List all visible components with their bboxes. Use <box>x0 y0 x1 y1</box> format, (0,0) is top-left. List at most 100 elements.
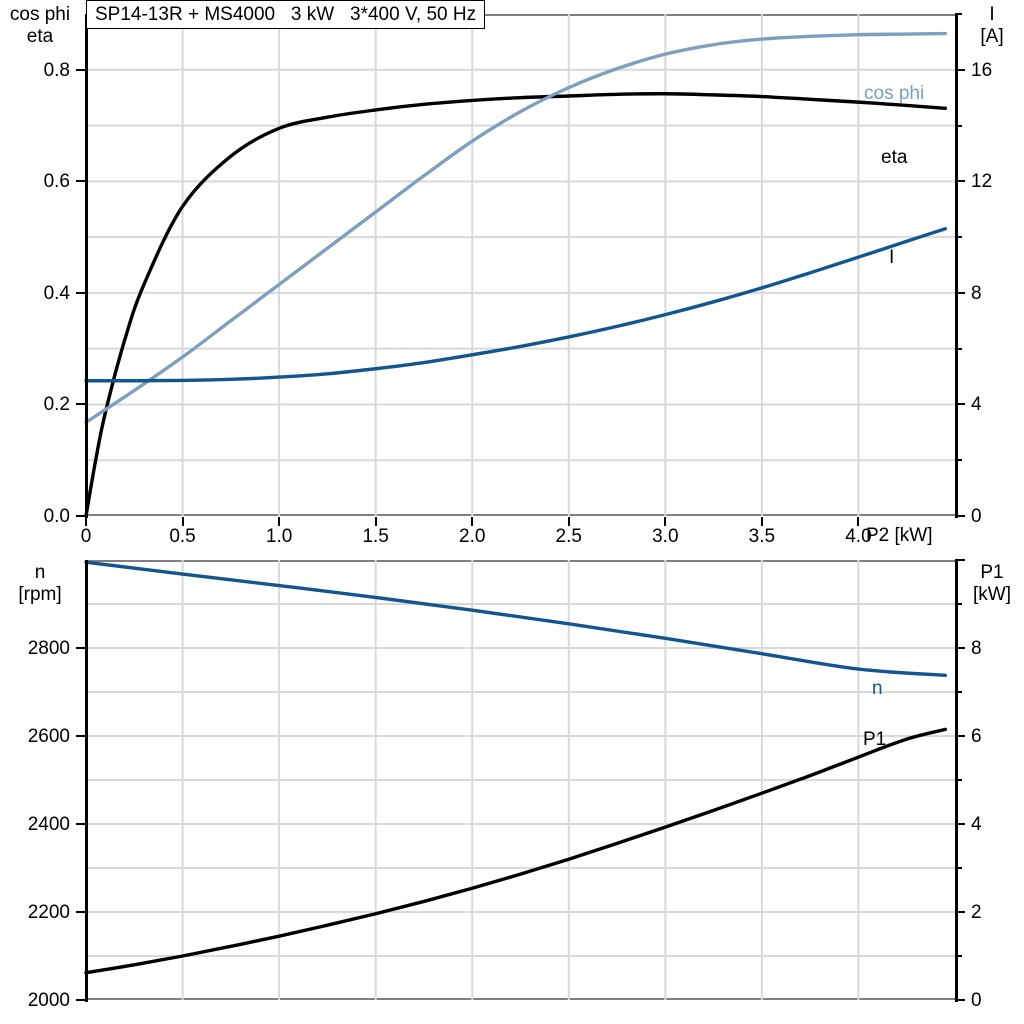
axis-tick-label: 0 <box>80 526 92 547</box>
tick-mark <box>955 955 962 957</box>
tick-mark <box>955 515 965 517</box>
bottom-right-axis-title: P1 [kW] <box>962 562 1022 606</box>
bottom-chart: n [rpm] P1 [kW] n P1 2000 2200 2400 2600 280… <box>0 545 1024 1024</box>
series-line-eta <box>84 92 948 518</box>
tick-mark <box>955 779 962 781</box>
tick-mark <box>955 867 962 869</box>
tick-mark <box>857 517 860 526</box>
tick-mark <box>955 459 962 462</box>
gridlines <box>86 560 955 1000</box>
tick-mark <box>955 124 962 127</box>
top-right-axis-title-line2: [A] <box>980 25 1004 47</box>
bottom-left-axis-line <box>85 560 88 1002</box>
tick-mark <box>278 517 281 526</box>
curve-label-eta: eta <box>881 147 908 168</box>
tick-mark <box>955 823 965 825</box>
series-curves <box>84 31 948 518</box>
top-left-axis-line <box>85 14 88 518</box>
axis-tick-label: 2.5 <box>555 526 582 547</box>
tick-mark <box>374 517 377 526</box>
axis-tick-label: 0 <box>971 506 982 527</box>
axis-tick-label: 0.6 <box>43 171 70 193</box>
axis-tick-label: 2600 <box>27 726 70 747</box>
tick-mark <box>955 13 962 15</box>
tick-mark <box>471 517 474 526</box>
tick-mark <box>567 517 570 526</box>
axis-tick-label: 1.0 <box>265 526 293 547</box>
axis-tick-label: 8 <box>971 282 982 304</box>
tick-mark <box>955 347 962 350</box>
curve-label-speed: n <box>872 678 883 699</box>
series-curves <box>84 560 948 975</box>
tick-mark <box>664 517 667 526</box>
axis-tick-label: 2200 <box>27 902 70 923</box>
axis-tick-label: 4 <box>971 394 982 416</box>
axis-tick-label: 1.5 <box>362 526 389 547</box>
axis-tick-label: 0 <box>971 990 982 1011</box>
chart-title-box: SP14-13R + MS4000 3 kW 3*400 V, 50 Hz <box>86 0 486 29</box>
top-right-axis-title: I [A] <box>962 4 1022 48</box>
tick-mark <box>76 515 85 517</box>
top-right-axis-title-line1: I <box>989 4 995 25</box>
top-right-axis-line <box>955 14 958 518</box>
tick-mark <box>955 291 965 294</box>
axis-tick-label: 3.0 <box>652 526 679 547</box>
bottom-right-axis-title-line1: P1 <box>980 562 1004 583</box>
series-line-i <box>84 227 948 383</box>
axis-tick-label: 2 <box>971 902 982 923</box>
tick-mark <box>955 735 965 737</box>
bottom-left-axis-title: n [rpm] <box>0 562 80 606</box>
axis-tick-label: 8 <box>971 638 982 659</box>
gridlines <box>86 14 955 516</box>
series-line-cos-phi <box>84 31 948 424</box>
curve-label-cos-phi: cos phi <box>864 83 925 104</box>
axis-tick-label: 4.0 <box>845 526 872 547</box>
tick-mark <box>76 735 85 737</box>
axis-tick-label: 3.5 <box>748 526 776 547</box>
tick-mark <box>76 823 85 825</box>
tick-mark <box>955 68 965 71</box>
tick-mark <box>76 403 85 406</box>
top-chart: cos phi eta I [A] P2 [kW] cos phi eta I … <box>0 4 1022 547</box>
axis-tick-label: 2000 <box>27 990 70 1011</box>
tick-mark <box>85 517 87 526</box>
tick-mark <box>955 647 965 649</box>
axis-tick-label: 2800 <box>27 638 70 659</box>
tick-mark <box>76 291 85 294</box>
tick-mark <box>76 180 85 183</box>
tick-mark <box>181 517 184 526</box>
tick-mark <box>76 68 85 71</box>
tick-mark <box>955 559 965 561</box>
top-left-axis-title-line2: eta <box>26 25 54 47</box>
axis-tick-label: 2.0 <box>459 526 486 547</box>
curve-label-current: I <box>889 247 895 268</box>
axis-tick-label: 0.5 <box>169 526 196 547</box>
tick-mark <box>955 403 965 406</box>
axis-tick-label: 12 <box>971 171 993 193</box>
curve-label-p1: P1 <box>863 729 887 750</box>
axis-tick-label: 6 <box>971 726 982 747</box>
axis-tick-label: 0.2 <box>43 394 70 416</box>
tick-mark <box>955 911 965 913</box>
top-left-axis-title-line1: cos phi <box>9 4 71 25</box>
series-line-p1 <box>84 727 948 975</box>
axis-tick-label: 0.0 <box>43 506 70 527</box>
bottom-right-axis-line <box>955 560 958 1002</box>
tick-mark <box>955 999 965 1001</box>
tick-mark <box>955 236 962 239</box>
tick-mark <box>955 603 962 605</box>
bottom-chart-canvas <box>84 560 955 1000</box>
axis-tick-label: 4 <box>971 814 982 835</box>
axis-tick-label: 16 <box>971 59 993 81</box>
axis-tick-label: 2400 <box>27 814 70 835</box>
top-left-axis-title: cos phi eta <box>0 4 80 48</box>
tick-mark <box>76 999 85 1001</box>
top-x-axis-title: P2 [kW] <box>866 525 933 546</box>
series-line-n <box>84 560 948 677</box>
bottom-right-axis-title-line2: [kW] <box>973 583 1011 605</box>
tick-mark <box>760 517 763 526</box>
tick-mark <box>76 647 85 649</box>
tick-mark <box>955 180 965 183</box>
tick-mark <box>955 691 962 693</box>
